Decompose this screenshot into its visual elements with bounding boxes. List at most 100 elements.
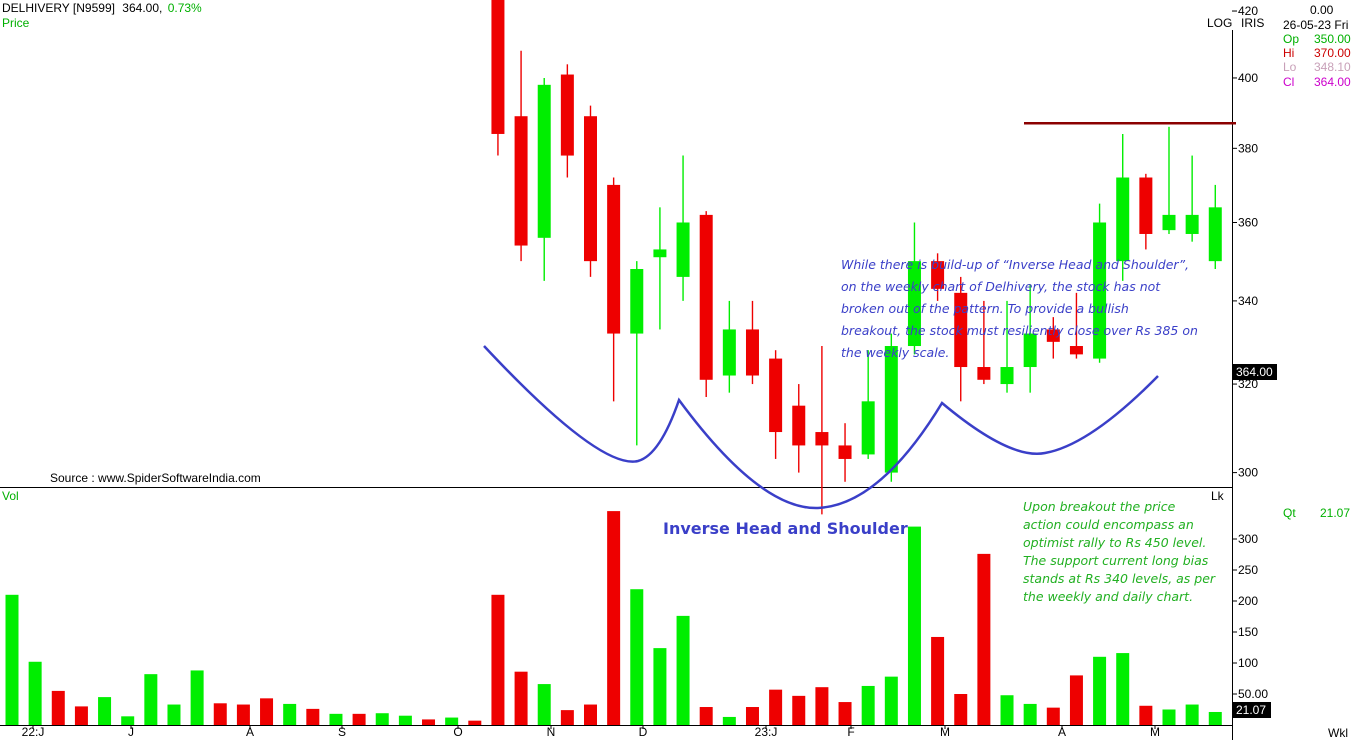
volume-bar xyxy=(491,594,505,725)
candle-body xyxy=(653,249,667,258)
time-tick-label: A xyxy=(1058,725,1066,739)
volume-bar xyxy=(306,708,320,725)
candle-body xyxy=(514,116,528,246)
candle-body xyxy=(931,261,945,289)
high-value: 370.00 xyxy=(1314,46,1351,60)
volume-bar xyxy=(792,695,806,725)
volume-bar xyxy=(676,615,690,725)
source-credit: Source : www.SpiderSoftwareIndia.com xyxy=(50,471,261,485)
svg-text:364.00: 364.00 xyxy=(1236,365,1273,379)
volume-bar xyxy=(352,713,366,725)
price-panel-label: Price xyxy=(2,16,30,30)
time-tick-label: A xyxy=(246,725,254,739)
time-tick-label: 22:J xyxy=(22,725,45,739)
candle-body xyxy=(1139,177,1153,234)
volume-bar xyxy=(977,553,991,725)
candle-body xyxy=(1185,214,1199,234)
price-tick-label: 400 xyxy=(1238,71,1258,85)
volume-bar xyxy=(398,715,412,725)
top-annotation-line: on the weekly chart of Delhivery, the st… xyxy=(841,279,1161,294)
volume-tick-label: 300 xyxy=(1238,532,1258,546)
volume-axis: 300 250 200 150 100 50.00 xyxy=(1232,532,1268,701)
candle-body xyxy=(491,0,505,134)
candle-body xyxy=(560,74,574,156)
candle-body xyxy=(722,329,736,376)
candle-body xyxy=(954,292,968,368)
candle-body xyxy=(1000,367,1014,385)
close-label: Cl xyxy=(1283,75,1295,89)
top-value-label: 0.00 xyxy=(1310,3,1334,17)
volume-bar xyxy=(121,716,135,725)
candle-body xyxy=(769,358,783,433)
low-label: Lo xyxy=(1283,60,1297,74)
volume-bar xyxy=(329,713,343,725)
candle-body xyxy=(792,405,806,446)
volume-bars xyxy=(5,511,1222,725)
volume-bar xyxy=(584,704,597,725)
time-tick-label: 23:J xyxy=(755,725,778,739)
bottom-annotation-line: optimist rally to Rs 450 level. xyxy=(1023,535,1207,550)
volume-bar xyxy=(931,636,945,725)
volume-bar xyxy=(815,687,829,725)
volume-panel-label: Vol xyxy=(2,489,19,503)
candle-body xyxy=(1023,333,1037,368)
volume-bar xyxy=(607,511,621,725)
top-annotation-line: the weekly scale. xyxy=(841,345,950,360)
volume-bar xyxy=(445,717,459,725)
price-tick-label: 380 xyxy=(1238,141,1258,155)
volume-bar xyxy=(236,704,250,725)
candle-body xyxy=(584,116,597,262)
bottom-annotation-line: action could encompass an xyxy=(1023,517,1194,532)
date-label: 26-05-23 Fri xyxy=(1283,18,1349,32)
volume-bar xyxy=(653,648,667,725)
candle-body xyxy=(907,261,921,347)
volume-bar xyxy=(954,694,968,725)
bottom-annotation-line: stands at Rs 340 levels, as per xyxy=(1023,571,1216,586)
last-price: 364.00, xyxy=(122,1,163,15)
volume-bar xyxy=(1116,653,1130,725)
volume-bar xyxy=(745,707,759,725)
volume-bar xyxy=(213,703,227,725)
volume-tick-label: 200 xyxy=(1238,594,1258,608)
volume-bar xyxy=(907,526,921,725)
volume-bar xyxy=(190,670,204,725)
volume-bar xyxy=(630,589,644,725)
change-percent: 0.73% xyxy=(167,1,202,15)
bottom-annotation: Upon breakout the price action could enc… xyxy=(1023,498,1215,606)
candle-body xyxy=(1093,222,1107,359)
candle-body xyxy=(1116,177,1130,262)
volume-bar xyxy=(260,698,274,725)
candle-body xyxy=(1046,329,1060,342)
quantity-label: Qt xyxy=(1283,506,1296,520)
volume-bar xyxy=(375,713,389,725)
log-scale-label: LOG xyxy=(1207,16,1233,30)
low-value: 348.10 xyxy=(1314,60,1351,74)
volume-bar xyxy=(5,594,19,725)
volume-bar xyxy=(514,671,528,725)
volume-bar xyxy=(28,661,42,725)
volume-bar xyxy=(1139,705,1153,725)
volume-bar xyxy=(422,719,436,725)
volume-bar xyxy=(838,702,852,725)
quantity-value: 21.07 xyxy=(1320,506,1351,520)
candle-body xyxy=(630,268,644,334)
volume-bar xyxy=(537,684,551,725)
volume-bar xyxy=(699,707,713,725)
price-tick-label: 340 xyxy=(1238,294,1258,308)
top-annotation-line: breakout, the stock must resiliently clo… xyxy=(841,323,1198,338)
candle-body xyxy=(745,329,759,376)
volume-bar xyxy=(1185,704,1199,725)
pattern-title: Inverse Head and Shoulder xyxy=(663,519,908,538)
top-annotation-line: While there is build-up of “Inverse Head… xyxy=(841,257,1190,272)
time-axis: 22:J J A S O N D 23:J F M A M xyxy=(22,725,1160,739)
time-tick-label: F xyxy=(847,725,854,739)
high-label: Hi xyxy=(1283,46,1295,60)
volume-bar xyxy=(1000,695,1014,725)
volume-bar xyxy=(884,676,898,725)
volume-bar xyxy=(1208,711,1222,725)
volume-bar xyxy=(74,706,88,725)
volume-bar xyxy=(560,710,574,725)
volume-bar xyxy=(167,704,181,725)
close-value: 364.00 xyxy=(1314,75,1351,89)
candle-body xyxy=(607,184,621,334)
